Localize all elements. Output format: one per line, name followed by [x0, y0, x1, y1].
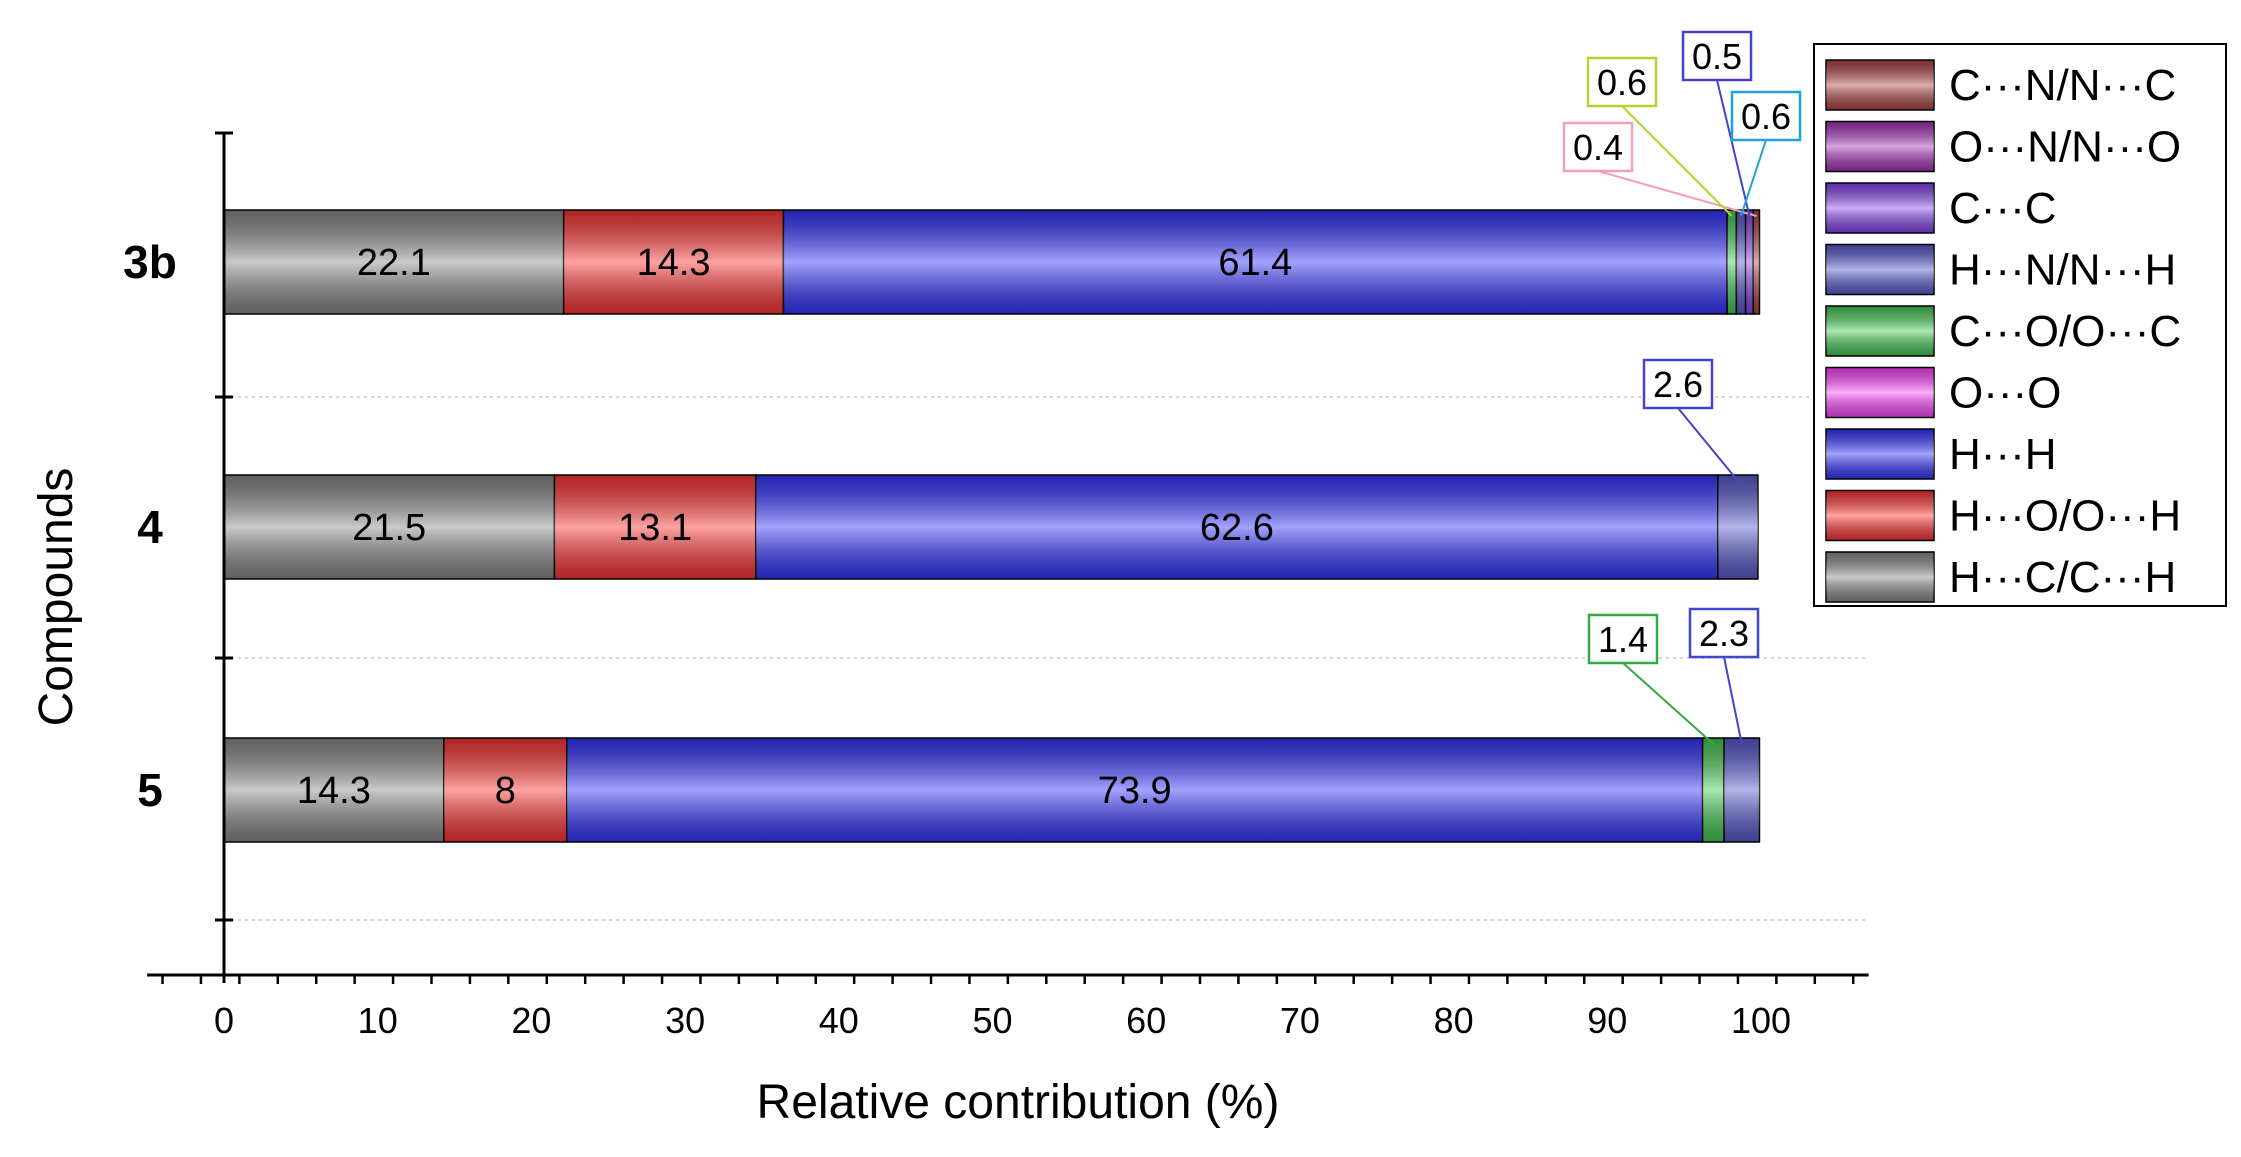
callout-box [1562, 121, 1634, 173]
legend-label: H···O/O···H [1949, 492, 2181, 541]
bar-segment-sheen [443, 738, 567, 842]
bar-data-label: 8 [495, 770, 516, 812]
legend-swatch-sheen [1826, 121, 1934, 172]
x-tick-label: 80 [1434, 1000, 1474, 1041]
bar-data-label: 61.4 [1218, 242, 1292, 284]
legend-label: O···N/N···O [1949, 123, 2181, 172]
x-tick-label: 40 [819, 1000, 859, 1041]
bar-data-label: 13.1 [618, 507, 692, 549]
callout-label: 2.3 [1699, 613, 1749, 654]
callout-box [1688, 607, 1760, 659]
x-tick-label: 20 [511, 1000, 551, 1041]
bar-data-label: 62.6 [1200, 507, 1274, 549]
bar-segment-sheen [1753, 210, 1760, 314]
bar-segment-sheen [1745, 210, 1754, 314]
callout-leader [1723, 656, 1743, 745]
callout-leader [1597, 170, 1757, 217]
callout-box [1730, 90, 1802, 142]
x-tick-label: 10 [358, 1000, 398, 1041]
callout-label: 0.4 [1573, 127, 1623, 168]
callout-label: 0.6 [1597, 62, 1647, 103]
y-axis-title: Compounds [30, 468, 83, 727]
legend-label: H···H [1949, 430, 2057, 479]
bar-data-label: 22.1 [357, 242, 431, 284]
x-tick-label: 0 [214, 1000, 234, 1041]
callout-box [1586, 56, 1658, 108]
callout-label: 0.5 [1692, 36, 1742, 77]
callout-leader [1716, 79, 1751, 217]
callout-leader [1621, 105, 1733, 217]
legend-swatch-sheen [1826, 306, 1934, 356]
callout-box [1587, 613, 1659, 665]
bar-data-label: 14.3 [297, 770, 371, 812]
bar-segment-sheen [563, 210, 784, 314]
legend-label: H···C/C···H [1949, 553, 2176, 602]
bar-segment-sheen [783, 210, 1728, 314]
x-tick-label: 50 [972, 1000, 1012, 1041]
callout-box [1642, 358, 1714, 410]
legend-swatch-sheen [1826, 183, 1934, 233]
bar-segment-sheen [554, 475, 756, 579]
x-axis-title: Relative contribution (%) [757, 1076, 1280, 1129]
bar-data-label: 14.3 [637, 242, 711, 284]
callout-leader [1677, 407, 1739, 482]
bar-segment-sheen [755, 475, 1718, 579]
legend-swatch-sheen [1826, 244, 1934, 295]
callout-label: 2.6 [1653, 364, 1703, 405]
bar-segment-sheen [566, 738, 1703, 842]
bar-segment-sheen [1724, 738, 1760, 842]
category-label: 5 [137, 764, 163, 816]
bar-segment-sheen [1702, 738, 1725, 842]
legend-label: H···N/N···H [1949, 246, 2176, 295]
legend-swatch-sheen [1826, 552, 1934, 602]
callout-label: 0.6 [1741, 96, 1791, 137]
bar-segment-sheen [1736, 210, 1746, 314]
legend-label: C···O/O···C [1949, 307, 2181, 356]
bar-segment-sheen [1727, 210, 1737, 314]
bar-segment-sheen [224, 210, 564, 314]
bar-segment-sheen [224, 738, 444, 842]
category-label: 3b [123, 236, 177, 288]
legend: C···N/N···C O···N/N···O C···C H···N/N···H C·… [1813, 43, 2227, 607]
callout-leader [1740, 139, 1767, 217]
callouts: 0.4 0.6 0.5 0.6 2.6 1.4 2.3 [1562, 30, 1802, 745]
bars: 22.1 14.3 61.4 21.5 13.1 62.6 14.3 8 73.9 [223, 209, 1761, 843]
legend-label: O···O [1949, 369, 2061, 418]
legend-swatch-sheen [1826, 490, 1934, 541]
legend-swatch-sheen [1826, 429, 1934, 479]
callout-label: 1.4 [1598, 619, 1648, 660]
bar-segment-sheen [224, 475, 555, 579]
legend-label: C···N/N···C [1949, 61, 2176, 110]
callout-leader [1622, 662, 1715, 745]
axes: Relative contribution (%) Compounds 0 10 2… [30, 131, 1869, 1129]
callout-box [1681, 30, 1753, 82]
bar-data-label: 21.5 [352, 507, 426, 549]
bar-segment-sheen [1717, 475, 1758, 579]
bar-data-label: 73.9 [1098, 770, 1172, 812]
x-tick-label: 70 [1280, 1000, 1320, 1041]
gridlines [224, 396, 1869, 921]
x-tick-label: 90 [1587, 1000, 1627, 1041]
legend-label: C···C [1949, 184, 2057, 233]
x-tick-label: 60 [1126, 1000, 1166, 1041]
legend-swatch-sheen [1826, 367, 1934, 418]
x-tick-label: 100 [1731, 1000, 1791, 1041]
x-tick-label: 30 [665, 1000, 705, 1041]
category-label: 4 [137, 501, 163, 553]
legend-swatch-sheen [1826, 60, 1934, 110]
